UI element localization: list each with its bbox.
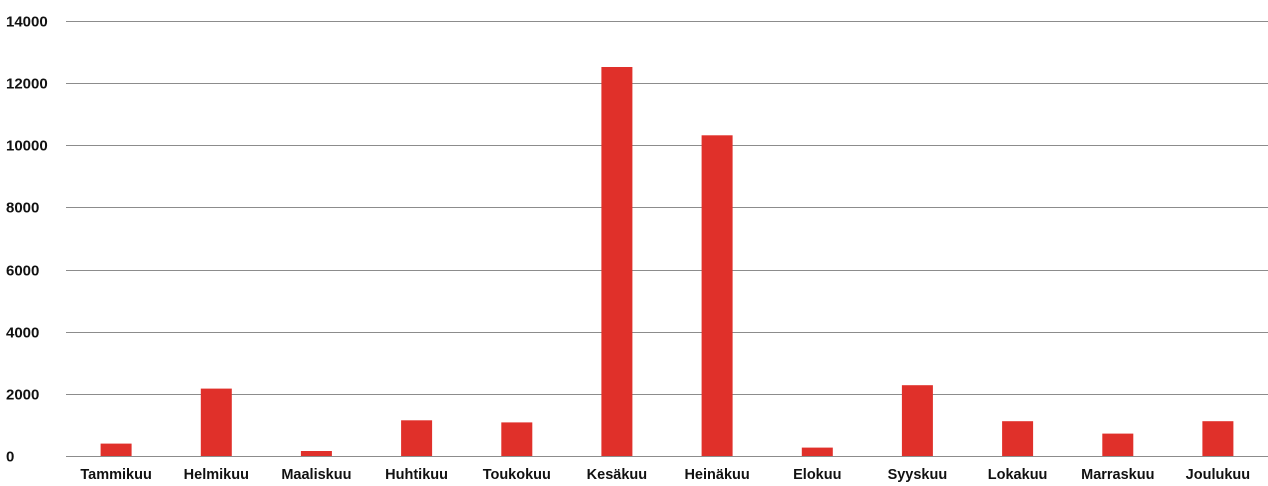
bar-marraskuu (1102, 433, 1134, 456)
bar-maaliskuu (300, 451, 332, 456)
x-category-label: Heinäkuu (684, 467, 749, 483)
y-axis-tick-labels: 0 2000 4000 6000 8000 10000 12000 14000 (6, 14, 48, 466)
y-tick-label: 14000 (6, 14, 48, 31)
y-tick-label: 12000 (6, 76, 48, 93)
y-tick-label: 8000 (6, 200, 39, 217)
x-category-label: Kesäkuu (587, 467, 647, 483)
gridlines (66, 21, 1268, 457)
x-category-label: Toukokuu (483, 467, 551, 483)
x-category-label: Joulukuu (1186, 467, 1250, 483)
bar-elokuu (801, 447, 833, 456)
bar-joulukuu (1202, 421, 1234, 456)
x-category-label: Lokakuu (988, 467, 1048, 483)
y-tick-label: 2000 (6, 387, 39, 404)
y-tick-label: 4000 (6, 325, 39, 342)
y-tick-label: 0 (6, 449, 14, 466)
bar-heinäkuu (701, 135, 733, 457)
x-axis-category-labels: Tammikuu Helmikuu Maaliskuu Huhtikuu Toukoku… (80, 467, 1250, 483)
x-category-label: Tammikuu (80, 467, 151, 483)
x-category-label: Helmikuu (184, 467, 249, 483)
y-tick-label: 10000 (6, 138, 48, 155)
bars (100, 67, 1234, 457)
bar-syyskuu (901, 385, 933, 456)
bar-huhtikuu (401, 420, 433, 456)
bar-toukokuu (501, 422, 533, 456)
x-category-label: Huhtikuu (385, 467, 448, 483)
x-category-label: Marraskuu (1081, 467, 1154, 483)
x-category-label: Maaliskuu (281, 467, 351, 483)
bar-lokakuu (1002, 421, 1034, 456)
bar-tammikuu (100, 443, 132, 456)
x-category-label: Elokuu (793, 467, 841, 483)
y-tick-label: 6000 (6, 263, 39, 280)
bar-helmikuu (200, 388, 232, 456)
x-category-label: Syyskuu (888, 467, 948, 483)
bar-kesäkuu (601, 67, 633, 456)
